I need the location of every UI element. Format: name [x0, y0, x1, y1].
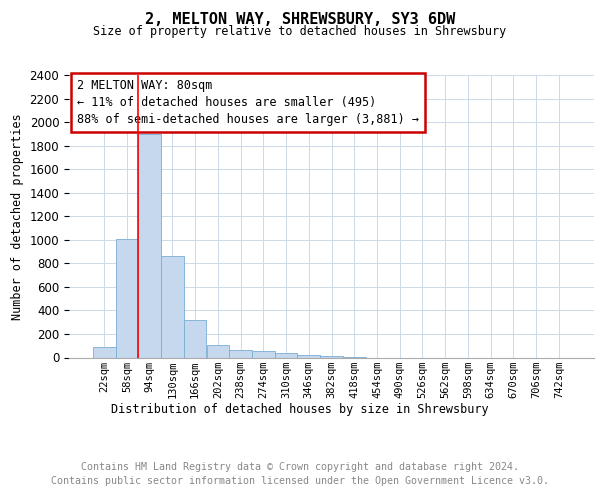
Bar [184, 320, 206, 358]
Bar [298, 355, 320, 358]
Bar [93, 347, 116, 358]
Bar [229, 350, 252, 358]
Text: Contains HM Land Registry data © Crown copyright and database right 2024.: Contains HM Land Registry data © Crown c… [81, 462, 519, 472]
Text: Distribution of detached houses by size in Shrewsbury: Distribution of detached houses by size … [111, 402, 489, 415]
Y-axis label: Number of detached properties: Number of detached properties [11, 113, 24, 320]
Bar [161, 256, 184, 358]
Text: 2 MELTON WAY: 80sqm
← 11% of detached houses are smaller (495)
88% of semi-detac: 2 MELTON WAY: 80sqm ← 11% of detached ho… [77, 79, 419, 126]
Text: Size of property relative to detached houses in Shrewsbury: Size of property relative to detached ho… [94, 25, 506, 38]
Bar [139, 134, 161, 358]
Bar [206, 344, 229, 358]
Bar [252, 351, 275, 358]
Bar [116, 238, 139, 358]
Text: 2, MELTON WAY, SHREWSBURY, SY3 6DW: 2, MELTON WAY, SHREWSBURY, SY3 6DW [145, 12, 455, 28]
Bar [343, 357, 365, 358]
Text: Contains public sector information licensed under the Open Government Licence v3: Contains public sector information licen… [51, 476, 549, 486]
Bar [275, 354, 298, 358]
Bar [320, 356, 343, 358]
